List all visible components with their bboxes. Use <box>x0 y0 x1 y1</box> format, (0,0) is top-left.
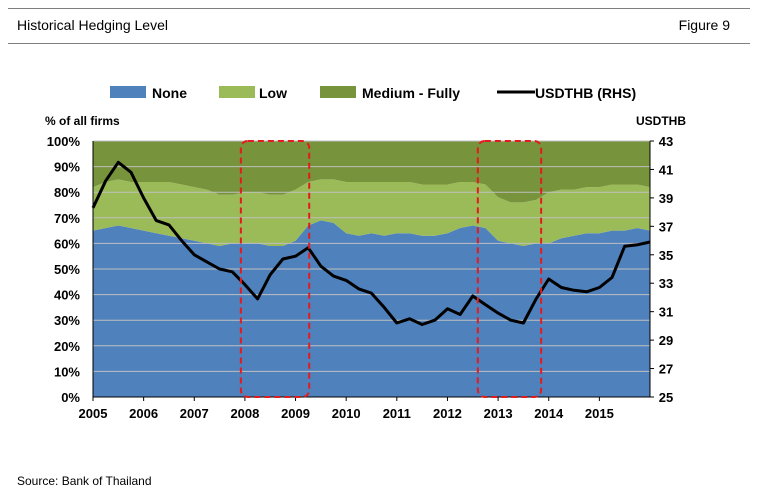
x-tick-label: 2010 <box>332 406 361 421</box>
area-low <box>93 179 650 246</box>
y2-axis-label: USDTHB <box>636 114 686 128</box>
legend-label-none: None <box>152 85 187 101</box>
y-tick-label: 0% <box>61 390 80 405</box>
x-tick-label: 2011 <box>383 406 411 421</box>
x-tick-label: 2005 <box>79 406 108 421</box>
y-tick-label: 20% <box>54 339 80 354</box>
usdthb-line <box>91 160 651 326</box>
header-rule <box>8 43 750 44</box>
highlight-box <box>476 140 543 398</box>
y2-tick-label: 25 <box>659 390 673 405</box>
y2-tick-label: 41 <box>659 162 673 177</box>
y2-tick-labels: 25 27 29 31 33 35 37 39 41 43 <box>650 134 673 405</box>
y-tick-label: 50% <box>54 262 80 277</box>
stacked-areas <box>93 141 650 397</box>
source-note: Source: Bank of Thailand <box>17 474 152 488</box>
x-tick-label: 2008 <box>230 406 259 421</box>
figure-number: Figure 9 <box>678 17 730 33</box>
y-tick-label: 10% <box>54 364 80 379</box>
header-title: Historical Hedging Level <box>17 17 168 33</box>
legend-label-usdthb: USDTHB (RHS) <box>535 85 636 101</box>
y-tick-label: 40% <box>54 288 80 303</box>
x-tick-labels: 2005 2006 2007 2008 2009 2010 2011 2012 2013 2014… <box>79 397 614 421</box>
y-axis-label: % of all firms <box>45 114 120 128</box>
x-tick-label: 2009 <box>281 406 310 421</box>
x-tick-label: 2007 <box>180 406 209 421</box>
top-rule <box>8 8 750 9</box>
x-tick-label: 2006 <box>129 406 158 421</box>
x-tick-label: 2012 <box>433 406 462 421</box>
y2-tick-label: 35 <box>659 248 673 263</box>
y-tick-label: 80% <box>54 185 80 200</box>
legend-swatch-none <box>110 86 146 98</box>
y-tick-label: 60% <box>54 236 80 251</box>
y-tick-label: 100% <box>47 134 81 149</box>
usdthb-series <box>91 160 651 326</box>
x-tick-label: 2013 <box>484 406 513 421</box>
y-tick-label: 70% <box>54 211 80 226</box>
x-tick-label: 2014 <box>534 406 564 421</box>
highlight-boxes <box>239 140 543 398</box>
gridlines <box>92 140 651 398</box>
y-tick-label: 30% <box>54 313 80 328</box>
y2-tick-label: 39 <box>659 191 673 206</box>
y-tick-label: 90% <box>54 160 80 175</box>
y2-tick-label: 27 <box>659 362 673 377</box>
legend-swatch-low <box>219 86 255 98</box>
y-tick-labels: 0% 10% 20% 30% 40% 50% 60% 70% 80% 90% 100% <box>47 134 81 405</box>
y2-tick-label: 37 <box>659 219 673 234</box>
legend-label-medium-fully: Medium - Fully <box>362 85 460 101</box>
area-none <box>93 220 650 397</box>
y2-tick-label: 29 <box>659 333 673 348</box>
y2-tick-label: 43 <box>659 134 673 149</box>
area-medium-fully <box>93 141 650 203</box>
legend-swatch-medium-fully <box>320 86 356 98</box>
x-tick-label: 2015 <box>585 406 614 421</box>
y2-tick-label: 33 <box>659 276 673 291</box>
y2-tick-label: 31 <box>659 305 673 320</box>
legend-label-low: Low <box>259 85 287 101</box>
highlight-box <box>239 140 311 398</box>
chart-legend: None Low Medium - Fully USDTHB (RHS) <box>110 85 636 101</box>
